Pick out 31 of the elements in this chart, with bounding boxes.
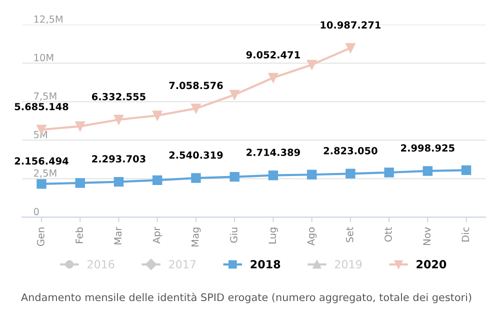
data-label: 6.332.555 [92, 92, 146, 100]
x-tick-label: Ott [384, 227, 392, 242]
x-tick-label: Nov [423, 227, 430, 245]
y-tick-label: 12,5M [34, 15, 62, 24]
data-label: 2.156.494 [14, 157, 68, 165]
data-label: 10.987.271 [320, 21, 381, 29]
data-label: 2.540.319 [169, 151, 223, 159]
legend-label: 2018 [250, 260, 280, 268]
x-tick-label: Giu [230, 228, 238, 243]
x-tick-label: Mar [114, 226, 122, 244]
x-tick-label: Gen [36, 228, 44, 246]
data-label: 2.714.389 [246, 148, 300, 156]
data-label: 5.685.148 [14, 102, 68, 110]
data-label: 2.823.050 [324, 147, 378, 154]
y-tick-label: 7,5M [34, 92, 56, 101]
legend-label: 2020 [416, 260, 446, 268]
x-tick-label: Feb [75, 227, 83, 244]
y-tick-label: 10M [34, 54, 54, 62]
data-label: 2.998.925 [401, 144, 454, 152]
x-tick-label: Apr [152, 226, 162, 244]
y-tick-label: 0 [34, 208, 39, 216]
x-tick-label: Mag [192, 228, 201, 246]
text: Andamento mensile delle identità SPID erogate (numero aggregato, totale dei gestori) [21, 292, 472, 304]
x-tick-label: Ago [307, 227, 317, 246]
y-tick-label: 2,5M [34, 169, 56, 178]
data-label: 7.058.576 [169, 82, 223, 90]
x-tick-label: Lug [268, 228, 278, 244]
data-label: 2.293.703 [92, 155, 146, 163]
x-tick-label: Set [346, 227, 354, 242]
data-label: 9.052.471 [246, 51, 300, 58]
x-tick-label: Dic [462, 227, 470, 242]
